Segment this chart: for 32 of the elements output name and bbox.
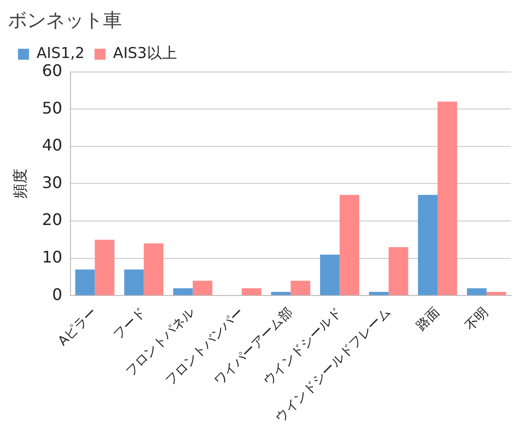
x-tick-label: 不明 — [462, 304, 492, 334]
legend-label: AIS3以上 — [113, 44, 177, 62]
x-tick-label: 路面 — [414, 304, 443, 334]
bar — [369, 292, 389, 296]
bar — [466, 288, 487, 296]
bar — [438, 102, 458, 296]
bar — [144, 243, 164, 296]
bar — [290, 280, 310, 296]
x-tick-label: フード — [110, 304, 150, 343]
legend-label: AIS1,2 — [36, 44, 85, 62]
y-tick-label: 50 — [42, 98, 62, 118]
y-axis-title: 頻度 — [10, 168, 29, 199]
bar — [94, 240, 114, 296]
bar — [271, 292, 291, 296]
bar — [75, 270, 95, 296]
bar — [388, 247, 408, 296]
bar — [340, 194, 360, 296]
y-tick-label: 20 — [42, 210, 62, 230]
bar — [320, 254, 340, 296]
chart-title: ボンネット車 — [8, 9, 122, 32]
y-tick-label: 0 — [52, 284, 62, 304]
bar — [242, 288, 262, 296]
y-tick-label: 40 — [42, 136, 62, 155]
bar — [173, 288, 193, 296]
bar — [192, 280, 212, 296]
y-tick-label: 10 — [42, 248, 62, 267]
y-tick-label: 60 — [42, 60, 62, 80]
x-tick-label: Aピラー — [56, 304, 100, 350]
bar — [418, 194, 438, 296]
y-tick-label: 30 — [42, 172, 62, 192]
bar — [124, 270, 144, 296]
bar — [486, 292, 506, 296]
